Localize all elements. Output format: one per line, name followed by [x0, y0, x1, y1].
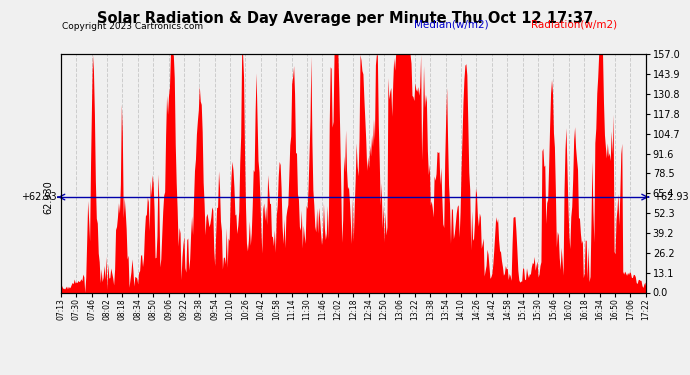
- Text: +62.93: +62.93: [21, 192, 57, 202]
- Text: Median(w/m2): Median(w/m2): [414, 20, 489, 30]
- Text: +62.93: +62.93: [653, 192, 689, 202]
- Text: Copyright 2023 Cartronics.com: Copyright 2023 Cartronics.com: [62, 22, 204, 31]
- Text: Solar Radiation & Day Average per Minute Thu Oct 12 17:37: Solar Radiation & Day Average per Minute…: [97, 10, 593, 26]
- Text: Radiation(w/m2): Radiation(w/m2): [531, 20, 618, 30]
